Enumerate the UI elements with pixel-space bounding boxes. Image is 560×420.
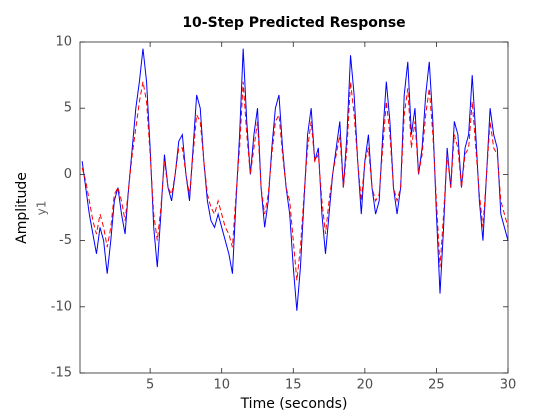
y-tick-label: -5 — [59, 233, 72, 248]
y-tick-label: -15 — [51, 366, 72, 381]
plot-area — [79, 41, 509, 374]
x-tick-label: 10 — [213, 378, 230, 393]
y-tick-label: 5 — [64, 101, 72, 116]
chart-title: 10-Step Predicted Response — [182, 15, 405, 31]
x-axis-label: Time (seconds) — [240, 396, 348, 412]
output-label: y1 — [35, 201, 49, 216]
x-tick-label: 25 — [428, 378, 445, 393]
series-line — [81, 48, 509, 311]
y-tick-label: -10 — [51, 299, 72, 314]
x-tick-label: 15 — [285, 378, 302, 393]
x-tick-label: 30 — [500, 378, 517, 393]
x-tick-label: 5 — [146, 378, 154, 393]
x-tick-label: 20 — [357, 378, 374, 393]
series-line — [81, 81, 509, 281]
y-tick-label: 10 — [55, 35, 72, 50]
y-axis-label: Amplitude — [14, 172, 30, 244]
y-tick-label: 0 — [64, 167, 72, 182]
